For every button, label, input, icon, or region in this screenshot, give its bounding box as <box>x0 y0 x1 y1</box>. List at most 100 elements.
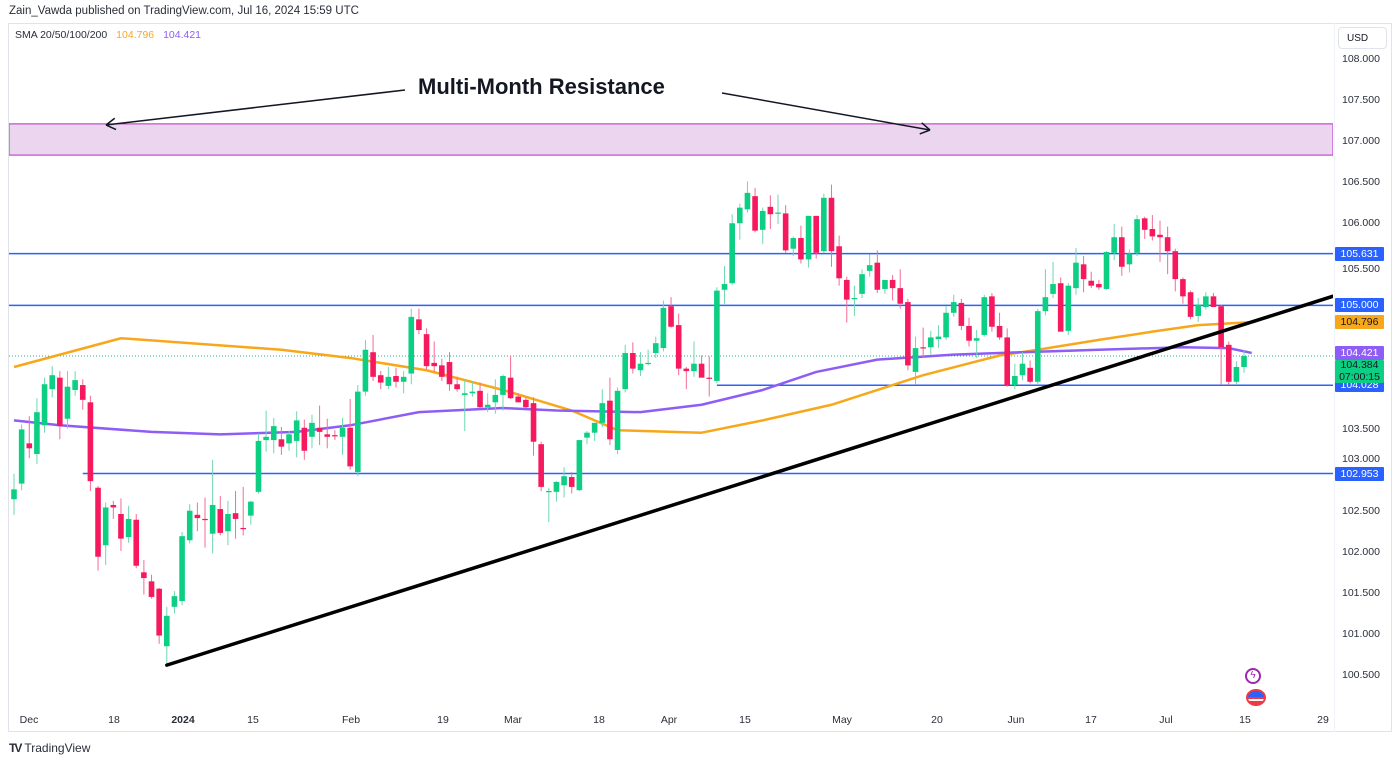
right-arrow <box>721 92 931 131</box>
candle <box>339 417 346 455</box>
candle <box>385 366 392 390</box>
candle <box>546 487 552 523</box>
tradingview-logo[interactable]: TV TradingView <box>9 741 90 755</box>
time-tick: Dec <box>19 714 39 726</box>
candle-body <box>1172 251 1179 280</box>
candle-body <box>202 518 208 521</box>
candle-body <box>362 349 369 392</box>
candle <box>1080 256 1087 293</box>
candle-body <box>469 391 476 394</box>
candle <box>347 399 353 470</box>
candle-body <box>385 376 392 386</box>
candle-body <box>1241 355 1247 367</box>
indicator-legend[interactable]: SMA 20/50/100/200 104.796 104.421 <box>15 29 207 41</box>
candle <box>1096 279 1102 290</box>
candle-body <box>26 443 33 449</box>
time-tick: May <box>832 714 852 726</box>
price-tick: 102.500 <box>1342 504 1380 517</box>
candle <box>652 336 659 358</box>
candle <box>408 308 415 385</box>
candle <box>599 389 606 427</box>
time-tick: Jul <box>1159 714 1173 726</box>
candle <box>721 265 728 304</box>
candle-body <box>301 427 308 451</box>
candle-body <box>309 422 315 437</box>
candle <box>102 502 109 565</box>
candle <box>1019 352 1026 381</box>
price-tick: 107.500 <box>1342 94 1380 107</box>
candle-body <box>416 319 422 331</box>
candle <box>1157 220 1163 262</box>
candle-body <box>996 325 1003 338</box>
candle <box>1172 248 1179 292</box>
candle <box>752 187 758 233</box>
candle <box>607 377 613 446</box>
candle <box>125 505 132 543</box>
candle <box>553 481 560 502</box>
candle-body <box>477 390 483 408</box>
time-tick: Mar <box>503 714 523 726</box>
candle <box>293 411 300 458</box>
candle-body <box>714 290 720 381</box>
candle-body <box>798 238 804 260</box>
candle-body <box>270 426 277 441</box>
time-tick: 20 <box>931 714 943 726</box>
chart-frame <box>8 23 1392 732</box>
lightning-event-icon[interactable]: ϟ <box>1245 668 1261 684</box>
candle-body <box>576 440 583 491</box>
us-flag-event-icon[interactable] <box>1246 689 1266 706</box>
candle <box>897 269 904 309</box>
candle-body <box>500 376 506 395</box>
legend-sma100-value: 104.796 <box>116 29 155 41</box>
level-price-tag: 105.631 <box>1335 246 1384 261</box>
publisher-line: Zain_Vawda published on TradingView.com,… <box>9 5 359 17</box>
tradingview-brand: TradingView <box>24 741 91 755</box>
candle-body <box>332 435 338 437</box>
candle-body <box>744 192 751 210</box>
candle-body <box>805 215 812 260</box>
candle <box>1187 290 1194 320</box>
candle <box>370 334 376 381</box>
candle <box>217 495 224 536</box>
candle-body <box>1004 337 1010 386</box>
candle-body <box>278 439 285 447</box>
time-tick: 19 <box>437 714 449 726</box>
candle-body <box>821 197 827 252</box>
candle-body <box>400 376 407 382</box>
candle-body <box>767 206 774 215</box>
candle-body <box>843 279 850 300</box>
candle <box>301 419 308 460</box>
currency-button[interactable]: USD <box>1338 27 1387 49</box>
candle <box>630 342 636 374</box>
candle <box>912 336 919 385</box>
candle-body <box>1157 234 1163 238</box>
candle-body <box>958 302 965 326</box>
candle <box>515 393 522 403</box>
bar-countdown: 07:00:15 <box>1339 370 1380 383</box>
candle-body <box>133 519 140 566</box>
tradingview-logo-icon: TV <box>9 741 22 755</box>
candle <box>95 486 101 571</box>
candle <box>996 312 1003 340</box>
candle-body <box>523 399 529 408</box>
right-arrow-head <box>921 122 931 131</box>
candle <box>87 395 94 492</box>
candle-body <box>813 215 819 253</box>
candle-body <box>935 336 942 340</box>
candle <box>64 371 71 429</box>
candle-body <box>446 362 453 385</box>
candle-body <box>1111 237 1117 253</box>
annotation-text: Multi-Month Resistance <box>418 74 665 99</box>
candle <box>660 300 667 352</box>
candle <box>813 215 819 259</box>
candle <box>500 374 506 411</box>
candle-body <box>973 338 980 341</box>
time-tick: 15 <box>739 714 751 726</box>
candle-body <box>408 316 415 374</box>
candle <box>798 225 804 264</box>
candle <box>729 214 735 285</box>
candle <box>164 606 170 666</box>
candle-body <box>64 386 71 419</box>
candle <box>1210 293 1217 308</box>
